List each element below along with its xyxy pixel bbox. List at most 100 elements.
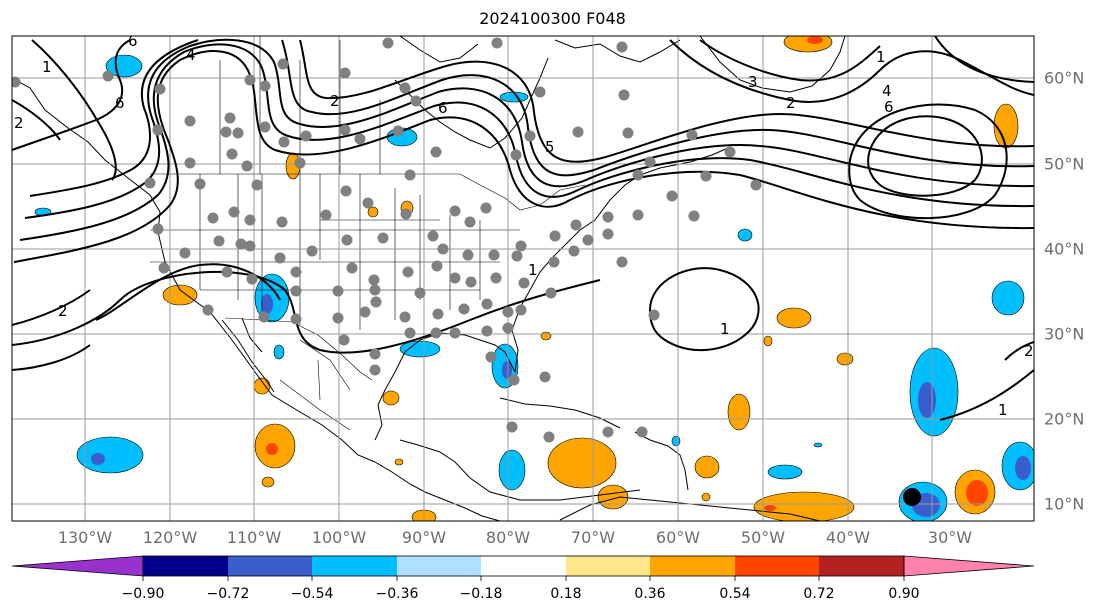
- colorbar-extend-low: [11, 555, 144, 577]
- station-marker: [228, 206, 240, 218]
- station-marker: [339, 67, 351, 79]
- contour-line: [934, 36, 1034, 83]
- pos-anomaly-patch: [382, 390, 400, 406]
- station-marker: [290, 285, 302, 297]
- station-marker: [306, 245, 318, 257]
- station-marker: [602, 426, 614, 438]
- station-marker: [464, 216, 476, 228]
- colorbar-tick-label: 0.54: [719, 586, 751, 602]
- colorbar-bin: [819, 556, 904, 576]
- colorbar-bin: [228, 556, 312, 576]
- station-marker: [410, 95, 422, 107]
- pos-anomaly-patch: [597, 484, 629, 510]
- arctic-islands: [399, 36, 681, 63]
- station-marker: [362, 197, 374, 209]
- neg-anomaly-patch: [813, 442, 823, 448]
- station-marker: [241, 160, 253, 172]
- station-marker: [369, 348, 381, 360]
- lon-label: 70°W: [570, 528, 616, 547]
- station-marker: [194, 178, 206, 190]
- station-marker: [232, 127, 244, 139]
- us-canada-border: [150, 173, 586, 211]
- station-marker: [465, 276, 477, 288]
- map-panel: 6 4 1 6 2 6 5 3 1 4 6 2 2 1 1 2 1 2: [11, 35, 1035, 522]
- station-marker: [458, 303, 470, 315]
- pos-anomaly-patch: [763, 335, 773, 347]
- station-marker: [184, 115, 196, 127]
- station-marker: [235, 238, 247, 250]
- pos-anomaly-core: [764, 505, 776, 511]
- station-marker: [686, 129, 698, 141]
- pos-anomaly-patch: [727, 393, 751, 431]
- pos-anomaly-patch: [836, 352, 854, 366]
- station-marker: [294, 157, 306, 169]
- station-marker: [502, 322, 514, 334]
- station-marker: [437, 243, 449, 255]
- neg-anomaly-core: [261, 294, 273, 314]
- station-marker: [515, 304, 527, 316]
- station-marker: [449, 205, 461, 217]
- colorbar-tick-label: −0.90: [121, 586, 165, 602]
- pos-anomaly-patch: [694, 455, 720, 479]
- canada-provinces: [219, 36, 381, 174]
- contour-label: 6: [115, 94, 125, 112]
- mexico-states: [279, 339, 351, 431]
- lon-label: 30°W: [927, 528, 973, 547]
- station-marker: [414, 287, 426, 299]
- contour-label: 6: [884, 98, 894, 116]
- map-frame: [11, 35, 1035, 522]
- lat-label: 10°N: [1044, 494, 1085, 514]
- station-marker: [515, 240, 527, 252]
- lon-label: 40°W: [825, 528, 871, 547]
- station-marker: [400, 208, 412, 220]
- station-marker: [462, 249, 474, 261]
- contour-label: 1: [42, 58, 52, 76]
- station-marker: [632, 209, 644, 221]
- contour-loop: [848, 103, 1008, 220]
- colorbar-bin: [397, 556, 481, 576]
- station-marker: [616, 256, 628, 268]
- station-marker: [220, 126, 232, 138]
- neg-anomaly-patch: [671, 435, 681, 447]
- caribbean-islands: [499, 397, 689, 491]
- station-marker: [246, 273, 258, 285]
- station-marker: [226, 148, 238, 160]
- baja-peninsula: [221, 317, 275, 393]
- contour-label: 2: [786, 94, 796, 112]
- contour-line: [699, 39, 881, 82]
- station-marker: [278, 136, 290, 148]
- colorbar-bin: [481, 556, 566, 576]
- contour-line: [13, 50, 1034, 263]
- pos-anomaly-patch: [783, 36, 833, 53]
- station-marker: [616, 41, 628, 53]
- station-marker: [724, 146, 736, 158]
- contour-line: [12, 99, 61, 141]
- station-marker: [332, 285, 344, 297]
- station-marker: [244, 214, 256, 226]
- neg-anomaly-core: [502, 361, 512, 379]
- station-marker: [431, 260, 443, 272]
- colorbar-tick-label: 0.72: [803, 586, 835, 602]
- central-america-coast: [374, 439, 641, 521]
- colorbar-bin: [143, 556, 228, 576]
- station-marker: [276, 216, 288, 228]
- contour-line: [1004, 341, 1034, 361]
- station-marker: [244, 240, 256, 252]
- contour-line: [12, 344, 91, 371]
- colorbar-bin: [650, 556, 735, 576]
- station-marker: [369, 364, 381, 376]
- station-marker: [506, 421, 518, 433]
- station-marker: [632, 169, 644, 181]
- station-marker: [491, 37, 503, 49]
- colorbar-bin: [312, 556, 397, 576]
- contour-line: [24, 38, 1034, 219]
- station-marker: [543, 431, 555, 443]
- colorbar-tick-label: 0.18: [550, 586, 582, 602]
- station-marker: [572, 126, 584, 138]
- neg-anomaly-patch: [737, 228, 753, 242]
- station-marker: [341, 234, 353, 246]
- lon-label: 110°W: [226, 528, 282, 547]
- station-marker: [700, 170, 712, 182]
- station-marker: [221, 266, 233, 278]
- station-marker: [404, 327, 416, 339]
